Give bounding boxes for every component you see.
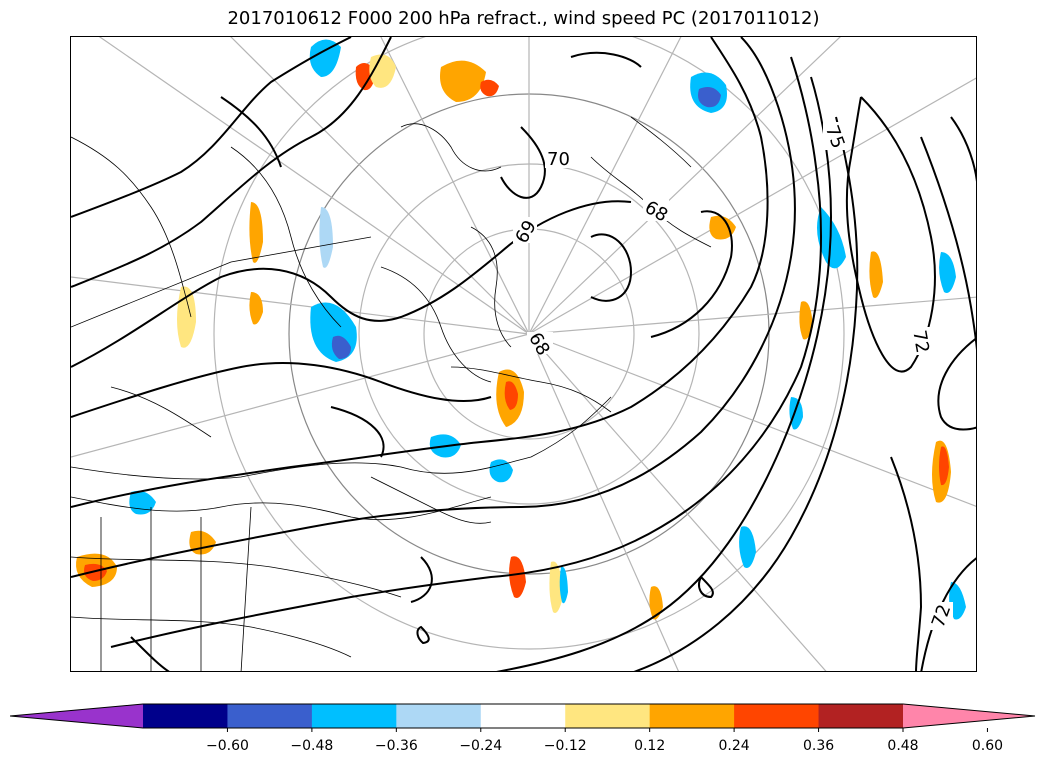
colorbar-bin [565, 704, 651, 728]
colorbar-tick-label: 0.12 [634, 738, 666, 754]
colorbar-tick-label: 0.60 [971, 738, 1004, 754]
colorbar-tick-label: 0.24 [718, 738, 750, 754]
contour-label-group: 70 69 68 68 75 72 72 [511, 122, 955, 630]
contour-label: 72 [908, 329, 933, 355]
colorbar-tick-label: −0.60 [205, 738, 249, 754]
colorbar-bin [227, 704, 313, 728]
colorbar-bin [143, 704, 228, 728]
colorbar-tick-label: 0.36 [802, 738, 835, 754]
colorbar-bin [396, 704, 482, 728]
figure-title: 2017010612 F000 200 hPa refract., wind s… [227, 8, 820, 29]
coastlines [71, 116, 712, 671]
colorbar-outline [10, 703, 1036, 729]
map-panel: 70 69 68 68 75 72 72 [70, 36, 977, 672]
colorbar-bin [734, 704, 820, 728]
colorbar-tick-label: −0.24 [459, 738, 503, 754]
colorbar-tick-label: −0.12 [543, 738, 587, 754]
colorbar-tick-label: −0.36 [374, 738, 418, 754]
colorbar-bin [480, 704, 566, 728]
colorbar-bin [311, 704, 397, 728]
colorbar-extend-low [10, 704, 143, 728]
colorbar-extend-high [903, 704, 1035, 728]
colorbar-tick-label: −0.48 [290, 738, 334, 754]
colorbar-bin [818, 704, 904, 728]
colorbar-bin [649, 704, 735, 728]
contour-label: 70 [547, 149, 570, 170]
colorbar [10, 703, 1036, 732]
colorbar-tick-label: 0.48 [887, 738, 919, 754]
graticule [71, 37, 976, 671]
